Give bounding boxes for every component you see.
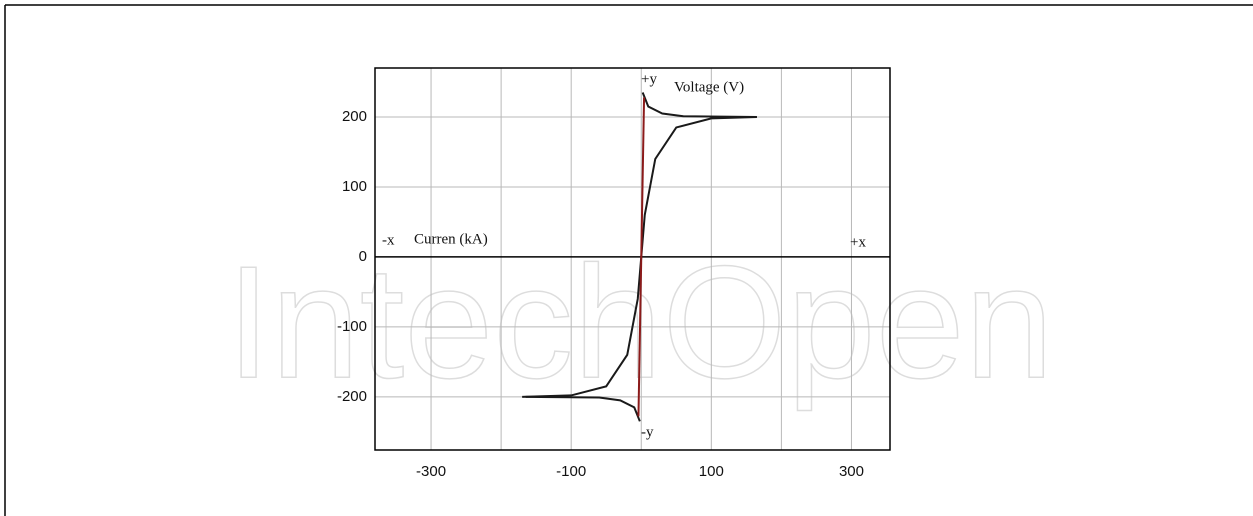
y-tick-label: 100	[342, 178, 367, 195]
annotation: Curren (kA)	[414, 231, 488, 247]
annotation: -x	[382, 232, 395, 248]
x-tick-label: -100	[556, 463, 586, 480]
annotation: -y	[641, 424, 654, 440]
annotation: +y	[641, 71, 657, 87]
data-line	[637, 97, 646, 417]
annotation: +x	[850, 234, 866, 250]
y-tick-label: -100	[337, 318, 367, 335]
data-line	[525, 395, 641, 422]
x-tick-label: 100	[699, 463, 724, 480]
y-tick-label: 0	[359, 248, 367, 265]
x-tick-label: 300	[839, 463, 864, 480]
y-tick-label: 200	[342, 108, 367, 125]
y-tick-label: -200	[337, 388, 367, 405]
annotation: Voltage (V)	[674, 79, 744, 95]
x-tick-label: -300	[416, 463, 446, 480]
plot-border	[374, 67, 891, 451]
data-line	[641, 92, 757, 118]
